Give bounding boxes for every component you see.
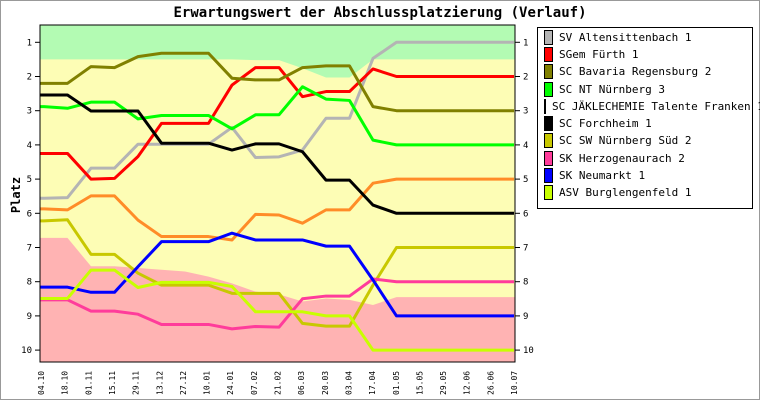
x-tick-label: 06.03 — [297, 371, 306, 395]
legend-item: SK Herzogenaurach 2 — [544, 150, 752, 166]
y-tick-label-right: 8 — [523, 278, 528, 288]
legend-item: SC JÄKLECHEMIE Talente Franken 1 — [544, 98, 760, 114]
y-tick-label-right: 3 — [523, 107, 528, 117]
series-line-1 — [40, 66, 514, 181]
legend-swatch — [544, 46, 553, 62]
legend-label: SC SW Nürnberg Süd 2 — [559, 134, 692, 148]
series-line-2 — [40, 51, 514, 113]
x-tick-label: 01.11 — [84, 371, 93, 395]
legend-label: ASV Burglengenfeld 1 — [559, 186, 692, 200]
legend-item: SC SW Nürnberg Süd 2 — [544, 133, 752, 149]
x-tick-label: 07.02 — [250, 371, 259, 395]
x-tick-label: 29.05 — [439, 371, 448, 395]
legend-label: SC JÄKLECHEMIE Talente Franken 1 — [552, 99, 760, 113]
legend-label: SC NT Nürnberg 3 — [559, 82, 665, 96]
y-tick-label-right: 4 — [523, 141, 528, 151]
series-line-0 — [40, 40, 514, 200]
legend-item: SC Forchheim 1 — [544, 115, 752, 132]
legend-label: SK Herzogenaurach 2 — [559, 151, 685, 165]
series-line-3 — [40, 85, 514, 147]
series-line-9 — [40, 268, 514, 352]
y-tick-label-right: 2 — [523, 73, 528, 83]
legend-item: SC NT Nürnberg 3 — [544, 81, 752, 97]
y-tick-label-left: 10 — [21, 346, 32, 356]
series-line-6 — [40, 218, 514, 328]
y-tick-label-right: 6 — [523, 209, 528, 219]
promotion-zone — [40, 25, 515, 78]
x-tick-label: 21.02 — [274, 371, 283, 395]
x-tick-label: 03.04 — [344, 371, 353, 395]
x-tick-label: 10.01 — [203, 371, 212, 395]
legend-swatch — [544, 29, 553, 45]
y-tick-label-left: 1 — [27, 38, 32, 48]
x-tick-label: 27.12 — [179, 371, 188, 395]
y-tick-label-right: 5 — [523, 175, 528, 185]
legend-label: SC Bavaria Regensburg 2 — [559, 65, 712, 79]
x-tick-label: 20.03 — [321, 371, 330, 395]
x-tick-label: 01.05 — [392, 371, 401, 395]
legend-swatch — [544, 116, 553, 132]
legend-label: SC Forchheim 1 — [559, 117, 652, 131]
y-tick-label-left: 8 — [27, 278, 32, 288]
y-tick-label-right: 10 — [523, 346, 534, 356]
y-tick-label-right: 7 — [523, 244, 528, 254]
legend-swatch — [544, 150, 553, 166]
legend-swatch — [544, 133, 553, 149]
y-tick-label-left: 9 — [27, 312, 32, 322]
legend-item: ASV Burglengenfeld 1 — [544, 185, 752, 201]
legend-label: SGem Fürth 1 — [559, 47, 639, 61]
series-line-7 — [40, 277, 514, 331]
x-tick-label: 13.12 — [155, 371, 164, 395]
x-tick-label: 26.06 — [486, 371, 495, 395]
x-tick-label: 18.10 — [61, 371, 70, 395]
y-tick-label-left: 5 — [27, 175, 32, 185]
chart-title: Erwartungswert der Abschlussplatzierung … — [173, 5, 587, 21]
legend-item: SK Neumarkt 1 — [544, 167, 752, 184]
y-tick-label-right: 1 — [523, 38, 528, 48]
legend-label: SV Altensittenbach 1 — [559, 30, 692, 44]
series-line-4 — [40, 177, 514, 242]
y-tick-label-left: 6 — [27, 209, 32, 219]
y-tick-label-left: 3 — [27, 107, 32, 117]
legend-swatch — [544, 64, 553, 80]
legend-item: SGem Fürth 1 — [544, 46, 752, 62]
x-tick-label: 04.10 — [37, 371, 46, 395]
legend-swatch — [544, 168, 553, 184]
x-tick-label: 24.01 — [226, 371, 235, 395]
y-tick-label-left: 4 — [27, 141, 32, 151]
y-tick-label-left: 7 — [27, 244, 32, 254]
plot-area — [40, 25, 515, 362]
relegation-zone — [40, 237, 515, 362]
legend-swatch — [544, 81, 553, 97]
legend-label: SK Neumarkt 1 — [559, 169, 646, 183]
legend-item: SV Altensittenbach 1 — [544, 29, 752, 45]
legend-swatch — [544, 98, 546, 114]
y-tick-label-left: 2 — [27, 73, 32, 83]
legend-item: SC Bavaria Regensburg 2 — [544, 64, 752, 80]
series-line-8 — [40, 231, 514, 318]
x-tick-label: 17.04 — [368, 371, 377, 395]
x-tick-label: 15.11 — [108, 371, 117, 395]
legend-swatch — [544, 185, 553, 201]
plot-border — [39, 24, 516, 363]
x-tick-label: 15.05 — [415, 371, 424, 395]
legend: SV Altensittenbach 1 SGem Fürth 1 SC Bavar… — [537, 27, 760, 209]
x-tick-label: 10.07 — [510, 371, 519, 395]
y-tick-label-right: 9 — [523, 312, 528, 322]
series-line-5 — [40, 93, 514, 215]
x-tick-label: 29.11 — [132, 371, 141, 395]
x-tick-label: 12.06 — [463, 371, 472, 395]
